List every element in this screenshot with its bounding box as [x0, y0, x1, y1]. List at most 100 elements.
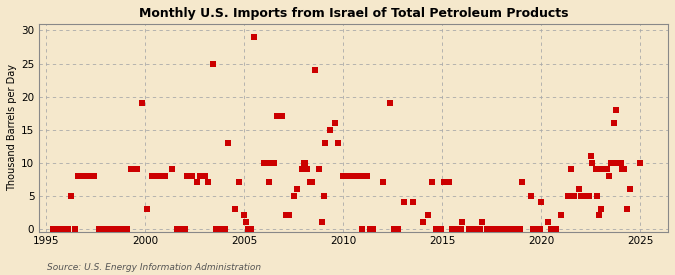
Title: Monthly U.S. Imports from Israel of Total Petroleum Products: Monthly U.S. Imports from Israel of Tota…: [138, 7, 568, 20]
Point: [264, 180, 275, 185]
Point: [277, 114, 288, 119]
Point: [417, 220, 428, 224]
Point: [333, 141, 344, 145]
Point: [320, 141, 331, 145]
Point: [354, 174, 365, 178]
Point: [535, 226, 545, 231]
Point: [427, 180, 438, 185]
Point: [491, 226, 502, 231]
Point: [342, 174, 352, 178]
Point: [112, 226, 123, 231]
Point: [528, 226, 539, 231]
Point: [72, 174, 83, 178]
Point: [377, 180, 388, 185]
Point: [223, 141, 234, 145]
Point: [292, 187, 302, 191]
Point: [99, 226, 109, 231]
Point: [599, 167, 610, 171]
Point: [280, 213, 291, 218]
Point: [407, 200, 418, 204]
Point: [543, 220, 554, 224]
Point: [399, 200, 410, 204]
Point: [262, 160, 273, 165]
Point: [463, 226, 474, 231]
Point: [310, 68, 321, 72]
Point: [566, 167, 576, 171]
Point: [246, 226, 256, 231]
Point: [65, 193, 76, 198]
Point: [364, 226, 375, 231]
Point: [356, 226, 367, 231]
Point: [317, 220, 327, 224]
Point: [576, 193, 587, 198]
Point: [625, 187, 636, 191]
Point: [389, 226, 400, 231]
Point: [305, 180, 316, 185]
Point: [579, 193, 590, 198]
Point: [457, 220, 468, 224]
Point: [614, 160, 624, 165]
Point: [69, 226, 80, 231]
Point: [361, 174, 372, 178]
Point: [551, 226, 562, 231]
Point: [318, 193, 329, 198]
Point: [302, 167, 313, 171]
Point: [191, 180, 202, 185]
Point: [618, 167, 629, 171]
Point: [587, 160, 598, 165]
Point: [239, 213, 250, 218]
Point: [481, 226, 492, 231]
Point: [466, 226, 477, 231]
Point: [89, 174, 100, 178]
Point: [585, 154, 596, 158]
Point: [136, 101, 147, 105]
Point: [603, 174, 614, 178]
Point: [422, 213, 433, 218]
Point: [217, 226, 228, 231]
Y-axis label: Thousand Barrels per Day: Thousand Barrels per Day: [7, 64, 17, 191]
Point: [155, 174, 165, 178]
Point: [82, 174, 93, 178]
Point: [562, 193, 573, 198]
Point: [546, 226, 557, 231]
Point: [516, 180, 527, 185]
Point: [594, 213, 605, 218]
Point: [536, 200, 547, 204]
Point: [450, 226, 461, 231]
Point: [115, 226, 126, 231]
Point: [56, 226, 67, 231]
Point: [119, 226, 130, 231]
Point: [487, 226, 497, 231]
Point: [595, 207, 606, 211]
Point: [477, 220, 487, 224]
Point: [392, 226, 403, 231]
Point: [549, 226, 560, 231]
Point: [597, 167, 608, 171]
Point: [511, 226, 522, 231]
Point: [368, 226, 379, 231]
Point: [605, 160, 616, 165]
Point: [132, 167, 142, 171]
Point: [175, 226, 186, 231]
Point: [160, 174, 171, 178]
Point: [495, 226, 506, 231]
Point: [612, 160, 622, 165]
Point: [472, 226, 483, 231]
Point: [219, 226, 230, 231]
Point: [584, 193, 595, 198]
Point: [502, 226, 512, 231]
Point: [556, 213, 566, 218]
Point: [338, 174, 349, 178]
Point: [229, 207, 240, 211]
Point: [202, 180, 213, 185]
Point: [208, 61, 219, 66]
Point: [325, 127, 335, 132]
Point: [602, 167, 613, 171]
Point: [244, 226, 254, 231]
Point: [384, 101, 395, 105]
Point: [622, 207, 632, 211]
Point: [514, 226, 525, 231]
Point: [181, 174, 192, 178]
Point: [107, 226, 117, 231]
Point: [298, 160, 309, 165]
